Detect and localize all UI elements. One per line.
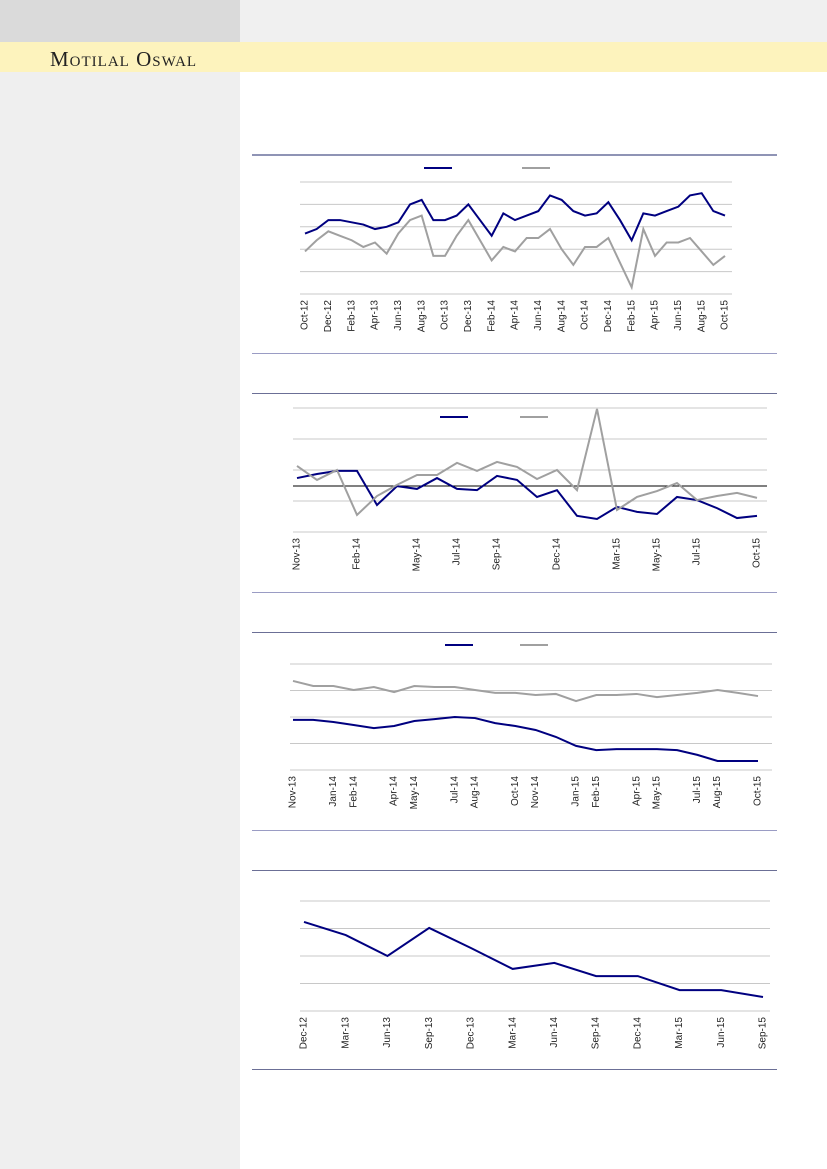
x-tick-label: Apr-14 <box>510 300 521 330</box>
x-tick-label: Mar-13 <box>340 1017 351 1049</box>
x-tick-label: Apr-14 <box>389 776 400 806</box>
x-tick-label: Nov-13 <box>288 776 299 809</box>
x-tick-label: Dec-14 <box>632 1017 643 1050</box>
header-left <box>0 0 240 42</box>
x-tick-label: Feb-15 <box>626 300 637 332</box>
x-tick-label: May-15 <box>652 538 663 572</box>
x-tick-label: Nov-14 <box>530 776 541 809</box>
x-tick-label: Aug-15 <box>696 300 707 333</box>
x-tick-label: Feb-14 <box>352 538 363 570</box>
series-line <box>304 192 726 243</box>
x-tick-label: May-14 <box>409 776 420 810</box>
x-tick-label: Jan-14 <box>328 776 339 807</box>
x-tick-label: Dec-13 <box>466 1017 477 1050</box>
x-tick-label: Jul-14 <box>449 776 460 804</box>
x-tick-label: Feb-14 <box>486 300 497 332</box>
x-tick-label: Dec-14 <box>552 538 563 571</box>
header-band <box>0 42 827 72</box>
x-tick-label: Mar-15 <box>612 538 623 570</box>
series-line <box>292 679 759 703</box>
x-tick-label: Jun-15 <box>673 300 684 331</box>
x-tick-label: Aug-13 <box>416 300 427 333</box>
x-tick-label: Mar-15 <box>674 1017 685 1049</box>
x-tick-label: Apr-15 <box>631 776 642 806</box>
x-tick-label: Feb-14 <box>348 776 359 808</box>
series-line <box>304 214 726 291</box>
x-tick-label: Dec-12 <box>323 300 334 333</box>
x-tick-label: Mar-14 <box>507 1017 518 1049</box>
x-tick-label: Dec-14 <box>603 300 614 333</box>
x-tick-label: Aug-15 <box>712 776 723 809</box>
x-tick-label: Oct-15 <box>753 776 764 806</box>
x-tick-label: Sep-14 <box>492 538 503 571</box>
header-right <box>240 0 827 42</box>
x-tick-label: Oct-13 <box>440 300 451 330</box>
series-line <box>303 920 764 998</box>
x-tick-label: Jun-14 <box>549 1017 560 1048</box>
x-tick-label: Jan-15 <box>571 776 582 807</box>
x-tick-label: Jul-15 <box>692 538 703 566</box>
brand: Motilal Oswal <box>50 47 198 71</box>
series-line <box>296 469 758 521</box>
x-tick-label: Jun-15 <box>716 1017 727 1048</box>
x-tick-label: Jun-13 <box>393 300 404 331</box>
x-tick-label: Feb-13 <box>346 300 357 332</box>
x-tick-label: Sep-14 <box>591 1017 602 1050</box>
x-tick-label: Jun-14 <box>533 300 544 331</box>
series-line <box>296 408 758 517</box>
x-tick-label: May-15 <box>652 776 663 810</box>
x-tick-label: Oct-12 <box>300 300 311 330</box>
x-tick-label: Sep-15 <box>758 1017 769 1050</box>
x-tick-label: Apr-15 <box>650 300 661 330</box>
x-tick-label: Nov-13 <box>292 538 303 571</box>
x-tick-label: Aug-14 <box>470 776 481 809</box>
x-tick-label: Dec-13 <box>463 300 474 333</box>
series-line <box>293 715 758 762</box>
x-tick-label: Oct-14 <box>510 776 521 806</box>
x-tick-label: Oct-14 <box>580 300 591 330</box>
x-tick-label: Aug-14 <box>556 300 567 333</box>
x-tick-label: Jul-15 <box>692 776 703 804</box>
x-tick-label: Feb-15 <box>591 776 602 808</box>
x-tick-label: May-14 <box>412 538 423 572</box>
x-tick-label: Sep-13 <box>424 1017 435 1050</box>
x-tick-label: Oct-15 <box>752 538 763 568</box>
side-panel <box>0 0 240 1169</box>
x-tick-label: Apr-13 <box>370 300 381 330</box>
x-tick-label: Oct-15 <box>720 300 731 330</box>
x-tick-label: Jul-14 <box>452 538 463 566</box>
x-tick-label: Dec-12 <box>299 1017 310 1050</box>
x-tick-label: Jun-13 <box>382 1017 393 1048</box>
